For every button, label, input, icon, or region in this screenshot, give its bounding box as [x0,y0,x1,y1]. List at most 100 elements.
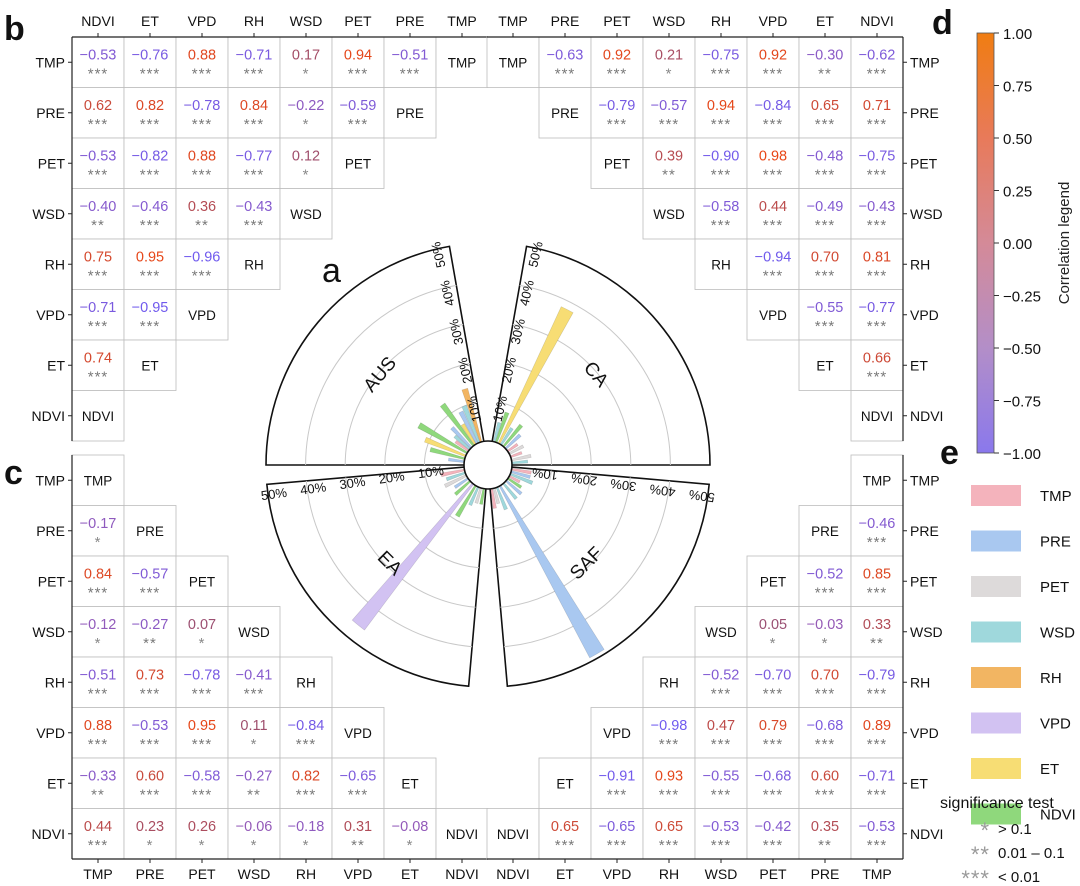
corr-value: −0.48 [807,148,844,164]
axis-col-label: PET [344,13,372,29]
matrix-cell [71,757,125,809]
axis-row-label: VPD [910,725,939,741]
sig-stars: *** [140,736,161,753]
sig-stars-legend: ** [971,842,990,867]
axis-col-label: PRE [811,866,840,882]
corr-value: −0.71 [859,768,896,784]
colorbar-tick-label: −0.50 [1003,341,1041,358]
ring-tick-label: 20% [378,468,406,487]
matrix-cell [694,606,748,658]
diag-label: TMP [499,55,528,70]
diag-label: ET [401,776,418,791]
axis-col-label: TMP [498,13,528,29]
polar-bar-pet [443,474,468,488]
sig-stars: ** [143,635,157,652]
grid-ring [503,480,671,648]
polar-bar-ndvi [494,411,510,444]
polar-bar-wsd [495,486,508,511]
matrix-cell [694,188,748,240]
matrix-cell [798,188,852,240]
corr-value: 0.47 [707,718,735,734]
panel-label-a: a [322,252,341,290]
matrix-cell [694,707,748,759]
corr-value: 0.17 [292,47,320,63]
grid-ring [345,477,476,608]
corr-value: −0.90 [703,148,740,164]
axis-col-label: VPD [759,13,788,29]
ring-tick-label: 50% [428,240,449,269]
colorbar-tick-label: 0.25 [1003,184,1032,201]
polar-bar-pre [450,426,473,449]
sig-stars: * [199,635,206,652]
corr-value: −0.71 [80,300,117,316]
sig-stars: ** [91,786,105,803]
matrix-cell [746,87,800,139]
matrix-c-right: TMPPREPETWSDRHVPDETNDVI−0.46***−0.52***0… [486,454,943,882]
matrix-cell [175,808,229,860]
polar-bar-tmp [440,468,466,478]
axis-row-label: PRE [910,523,939,539]
grid-ring [493,470,552,529]
sig-stars: *** [88,736,109,753]
sig-stars: *** [763,837,784,854]
corr-value: −0.33 [80,768,117,784]
diag-label: TMP [84,473,113,488]
matrix-cell [798,87,852,139]
sector-frame [491,245,711,466]
corr-value: 0.70 [811,667,839,683]
axis-col-label: ET [401,866,419,882]
sig-stars: *** [867,534,888,551]
sig-stars: ** [818,837,832,854]
diag-label: TMP [448,55,477,70]
axis-row-label: VPD [36,725,65,741]
matrix-cell [279,137,333,189]
axis-row-label: TMP [35,54,65,70]
sig-stars: *** [867,116,888,133]
sig-stars: *** [659,837,680,854]
sector-frame [489,466,711,688]
sig-stars: *** [815,217,836,234]
corr-value: −0.95 [132,300,169,316]
polar-bar-pet [492,487,501,505]
ring-tick-label: 30% [446,317,467,346]
corr-value: −0.18 [288,819,325,835]
sig-stars: * [251,736,258,753]
diag-label: VPD [188,308,216,323]
sig-stars: *** [815,736,836,753]
diag-label: WSD [705,625,737,640]
polar-bar-wsd [445,471,467,482]
sig-stars: *** [815,318,836,335]
corr-value: −0.79 [599,98,636,114]
sig-stars: *** [88,368,109,385]
axis-row-label: PET [910,573,938,589]
corr-value: −0.41 [236,667,273,683]
legend-label: ET [1040,761,1059,778]
matrix-cell [123,707,177,759]
sig-stars: *** [711,786,732,803]
matrix-cell [850,808,904,860]
matrix-cell [850,339,904,391]
matrix-b-right: TMPPREPETWSDRHVPDETNDVI−0.63***0.92***0.… [486,13,943,442]
ring-tick-label: 20% [570,470,598,489]
sector-ca: 10%20%30%40%50%CA [490,240,711,466]
axis-col-label: PRE [136,866,165,882]
corr-value: 0.71 [863,98,891,114]
corr-value: −0.27 [236,768,273,784]
sig-stars: *** [140,318,161,335]
sig-stars-legend: *** [961,866,990,886]
diag-label: RH [659,675,679,690]
axis-col-label: PET [603,13,631,29]
ring-tick-label: 20% [499,355,520,384]
diag-label: PRE [136,524,164,539]
sig-stars: ** [351,837,365,854]
axis-row-label: PRE [36,105,65,121]
axis-row-label: RH [45,256,65,272]
diag-label: VPD [603,726,631,741]
matrix-cell [694,36,748,88]
polar-bar-ndvi [479,488,486,505]
sig-stars: *** [763,116,784,133]
axis-col-label: RH [296,866,316,882]
corr-value: −0.53 [703,819,740,835]
corr-value: 0.21 [655,47,683,63]
